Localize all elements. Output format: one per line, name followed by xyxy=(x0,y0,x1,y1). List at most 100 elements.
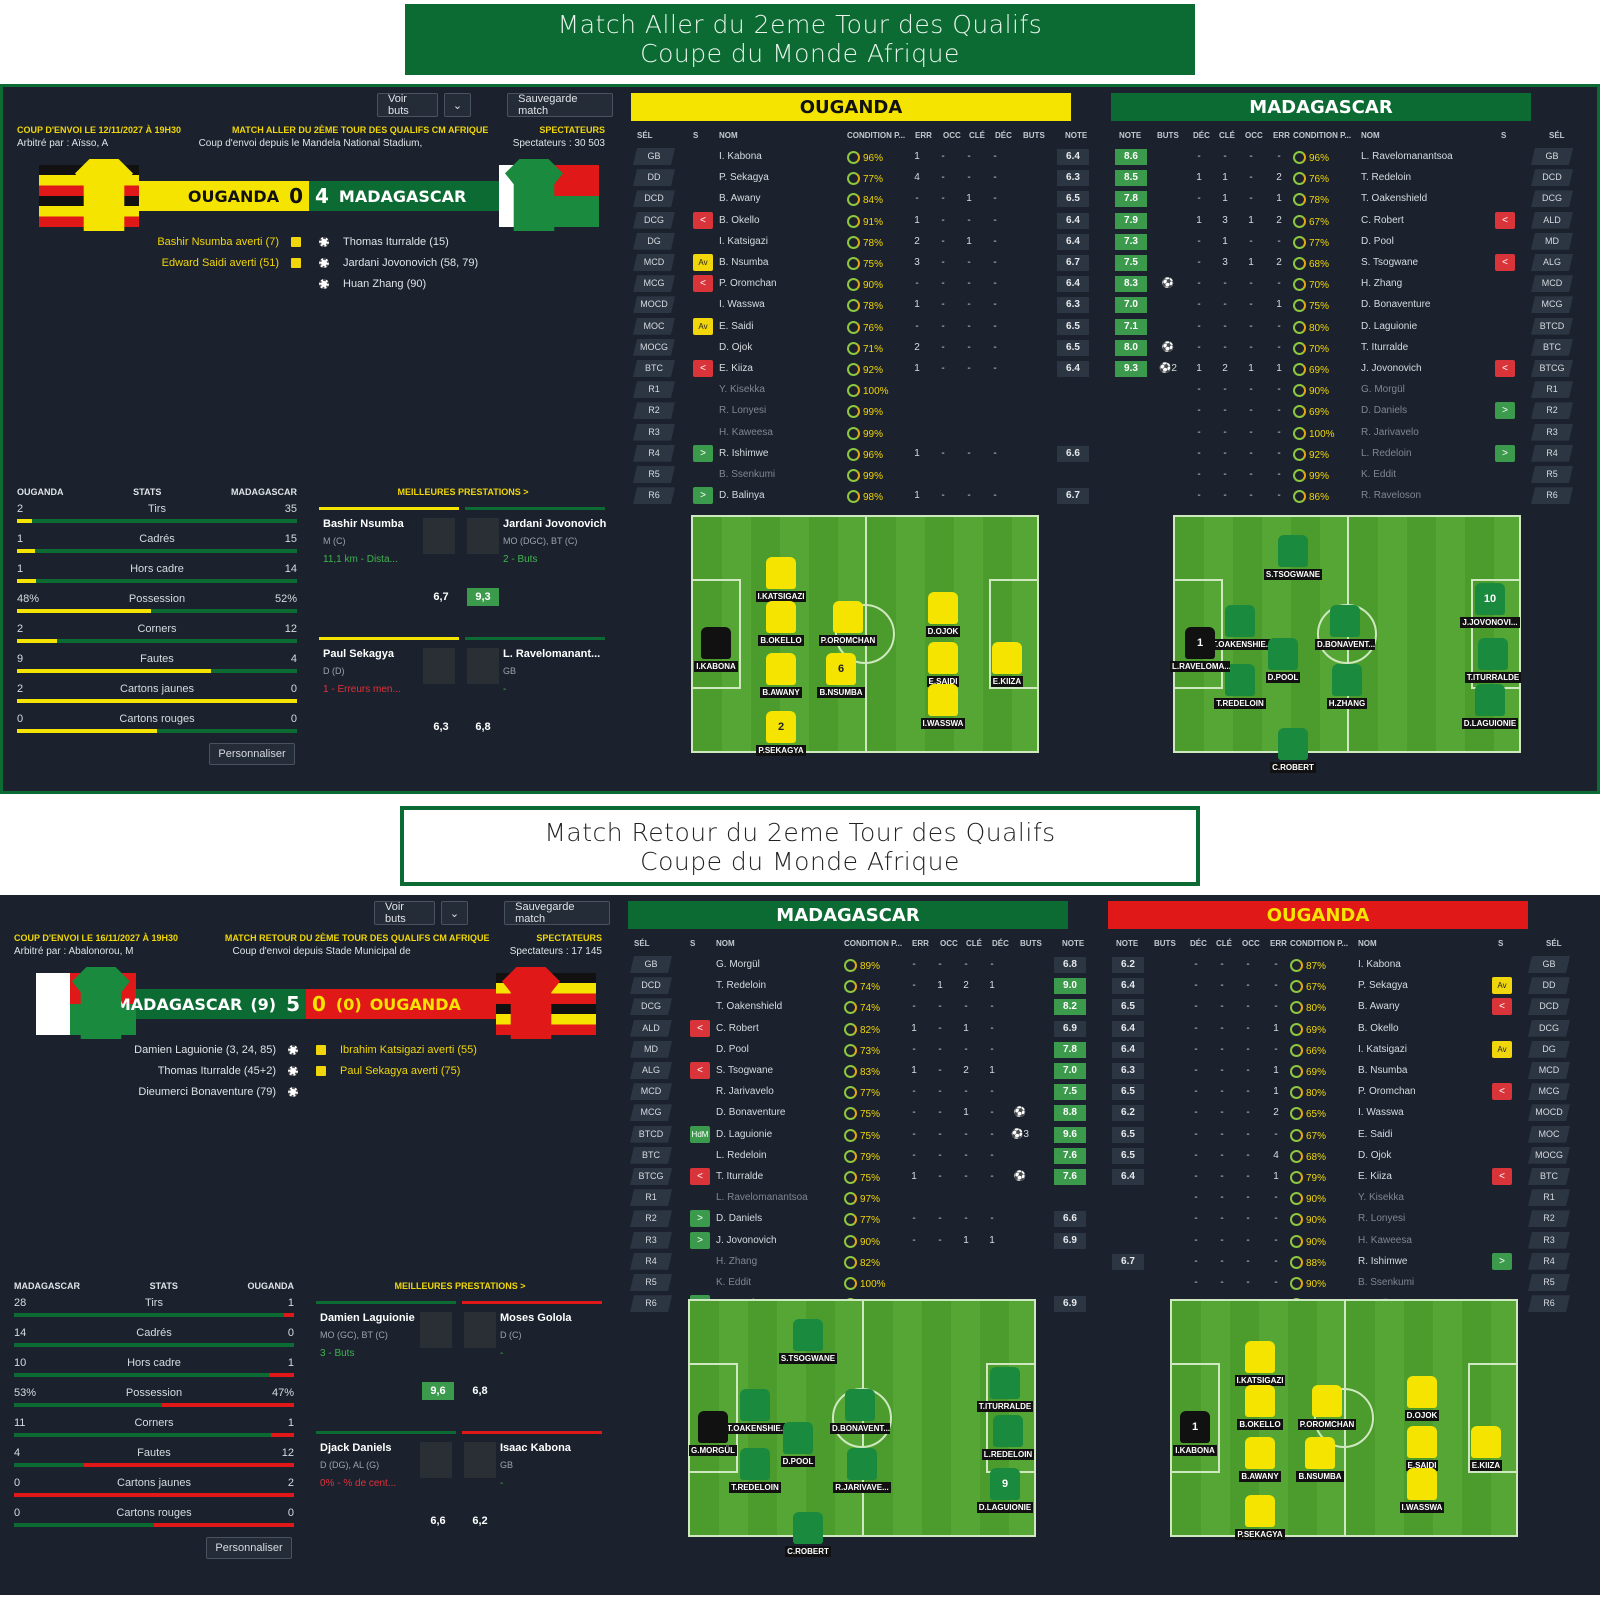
pitch-player[interactable]: 10 J.JOVONOVI... xyxy=(1460,583,1520,633)
player-row[interactable]: MOCG D. Ojok 71% 2 - - - 6.5 xyxy=(631,338,1097,358)
pitch-player[interactable]: H.ZHANG xyxy=(1317,664,1377,714)
pitch-player[interactable]: P.OROMCHAN xyxy=(818,600,878,651)
selection-marker[interactable]: Av xyxy=(693,317,713,335)
player-row[interactable]: MOC Av E. Saidi 76% - - - - 6.5 xyxy=(631,317,1097,337)
player-name[interactable]: I. Wasswa xyxy=(719,299,765,311)
player-name[interactable]: C. Robert xyxy=(1361,214,1404,226)
player-name[interactable]: B. Okello xyxy=(1358,1022,1399,1034)
best-player-card[interactable]: Isaac Kabona GB - 6,2 xyxy=(462,1431,602,1543)
player-name[interactable]: S. Tsogwane xyxy=(716,1065,774,1076)
player-row[interactable]: 7.0 - - - 1 75% D. Bonaventure MCG xyxy=(1111,295,1577,315)
player-name[interactable]: D. Bonaventure xyxy=(1361,299,1431,311)
player-name[interactable]: J. Jovonovich xyxy=(716,1234,777,1246)
player-name[interactable]: D. Laguionie xyxy=(716,1128,773,1140)
player-name[interactable]: D. Daniels xyxy=(1361,405,1408,417)
player-name[interactable]: P. Sekagya xyxy=(1358,980,1408,992)
player-row[interactable]: - - - - 99% K. Eddit R5 xyxy=(1111,465,1577,485)
pitch-player[interactable]: T.REDELOIN xyxy=(1210,664,1270,714)
player-name[interactable]: K. Eddit xyxy=(1361,469,1397,480)
player-name[interactable]: C. Robert xyxy=(716,1022,759,1034)
player-name[interactable]: P. Sekagya xyxy=(719,172,769,184)
player-row[interactable]: R3 > J. Jovonovich 90% - - 1 1 6.9 xyxy=(628,1231,1094,1251)
selection-marker[interactable]: > xyxy=(1495,402,1515,420)
best-player-card[interactable]: Djack Daniels D (DG), AL (G) 0% - % de cen… xyxy=(316,1431,456,1543)
player-row[interactable]: R3 H. Kaweesa 99% xyxy=(631,423,1097,443)
pitch-player[interactable]: P.SEKAGYA xyxy=(1230,1494,1290,1545)
player-name[interactable]: I. Katsigazi xyxy=(719,235,768,247)
player-name[interactable]: R. Raveloson xyxy=(1361,490,1422,502)
pitch-player[interactable]: 6 B.NSUMBA xyxy=(811,653,871,703)
pitch-player[interactable]: I.WASSWA xyxy=(913,684,973,734)
player-name[interactable]: B. Nsumba xyxy=(1358,1065,1408,1076)
selection-marker[interactable]: Av xyxy=(1492,1040,1512,1058)
player-row[interactable]: 6.3 - - - 1 69% B. Nsumba MCD xyxy=(1108,1061,1574,1081)
best-player-card[interactable]: Jardani Jovonovich MO (DGC), BT (C) 2 - Bu… xyxy=(465,507,606,619)
selection-marker[interactable]: < xyxy=(1492,998,1512,1016)
pitch-player[interactable]: L.REDELOIN xyxy=(978,1415,1038,1465)
pitch-player[interactable]: C.ROBERT xyxy=(778,1512,838,1562)
player-name[interactable]: D. Pool xyxy=(1361,235,1394,247)
player-name[interactable]: I. Wasswa xyxy=(1358,1107,1404,1119)
player-row[interactable]: R1 L. Ravelomanantsoa 97% xyxy=(628,1188,1094,1208)
player-row[interactable]: MCG < P. Oromchan 90% - - - - 6.4 xyxy=(631,274,1097,294)
player-row[interactable]: DG I. Katsigazi 78% 2 - 1 - 6.4 xyxy=(631,232,1097,252)
player-row[interactable]: 6.5 - - - 1 80% P. Oromchan < MCG xyxy=(1108,1082,1574,1102)
player-row[interactable]: 9.3 ⚽2 1 2 1 1 69% J. Jovonovich < BTCG xyxy=(1111,359,1577,379)
player-row[interactable]: BTCD HdM D. Laguionie 75% - - - - ⚽3 9.6 xyxy=(628,1125,1094,1145)
player-row[interactable]: 6.2 - - - 2 65% I. Wasswa MOCD xyxy=(1108,1103,1574,1123)
player-row[interactable]: - - - - 90% R. Lonyesi R2 xyxy=(1108,1209,1574,1229)
player-name[interactable]: B. Ssenkumi xyxy=(719,469,776,480)
pitch-player[interactable]: B.NSUMBA xyxy=(1290,1437,1350,1487)
player-name[interactable]: G. Morgül xyxy=(1361,384,1405,396)
player-name[interactable]: T. Oakenshield xyxy=(716,1001,783,1013)
player-name[interactable]: D. Balinya xyxy=(719,490,765,502)
player-row[interactable]: R5 K. Eddit 100% xyxy=(628,1273,1094,1293)
selection-marker[interactable]: > xyxy=(690,1231,710,1249)
player-row[interactable]: R4 > R. Ishimwe 96% 1 - - - 6.6 xyxy=(631,444,1097,464)
player-row[interactable]: - - - - 69% D. Daniels > R2 xyxy=(1111,401,1577,421)
player-row[interactable]: 8.0 ⚽ - - - - 70% T. Iturralde BTC xyxy=(1111,338,1577,358)
best-player-card[interactable]: Moses Golola D (C) - 6,8 xyxy=(462,1301,602,1413)
player-row[interactable]: 6.2 - - - - 87% I. Kabona GB xyxy=(1108,955,1574,975)
selection-marker[interactable]: > xyxy=(1495,444,1515,462)
player-row[interactable]: - - - - 90% H. Kaweesa R3 xyxy=(1108,1231,1574,1251)
player-row[interactable]: 6.4 - - - - 66% I. Katsigazi Av DG xyxy=(1108,1040,1574,1060)
pitch-player[interactable]: D.POOL xyxy=(1253,638,1313,688)
pitch-player[interactable]: I.WASSWA xyxy=(1392,1468,1452,1518)
player-row[interactable]: 8.5 1 1 - 2 76% T. Redeloin DCD xyxy=(1111,168,1577,188)
player-row[interactable]: GB G. Morgül 89% - - - - 6.8 xyxy=(628,955,1094,975)
player-row[interactable]: DCD B. Awany 84% - - 1 - 6.5 xyxy=(631,189,1097,209)
player-name[interactable]: L. Ravelomanantsoa xyxy=(716,1192,808,1204)
pitch-player[interactable]: B.OKELLO xyxy=(1230,1384,1290,1435)
player-row[interactable]: GB I. Kabona 96% 1 - - - 6.4 xyxy=(631,147,1097,167)
player-row[interactable]: MOCD I. Wasswa 78% 1 - - - 6.3 xyxy=(631,295,1097,315)
player-row[interactable]: MCD R. Jarivavelo 77% - - - - 7.5 xyxy=(628,1082,1094,1102)
best-player-card[interactable]: Paul Sekagya D (D) 1 - Erreurs men... 6,3 xyxy=(319,637,459,749)
player-row[interactable]: MD D. Pool 73% - - - - 7.8 xyxy=(628,1040,1094,1060)
player-name[interactable]: G. Morgül xyxy=(716,959,760,970)
player-name[interactable]: S. Tsogwane xyxy=(1361,257,1419,268)
player-row[interactable]: - - - - 90% B. Ssenkumi R5 xyxy=(1108,1273,1574,1293)
player-name[interactable]: T. Iturralde xyxy=(1361,341,1409,353)
player-name[interactable]: Y. Kisekka xyxy=(719,384,765,396)
player-name[interactable]: B. Nsumba xyxy=(719,257,769,268)
pitch-player[interactable]: S.TSOGWANE xyxy=(1263,534,1323,585)
player-name[interactable]: D. Pool xyxy=(716,1043,749,1055)
pitch-player[interactable]: D.LAGUIONIE xyxy=(1460,684,1520,734)
selection-marker[interactable]: > xyxy=(1492,1252,1512,1270)
player-name[interactable]: I. Katsigazi xyxy=(1358,1043,1407,1055)
selection-marker[interactable]: < xyxy=(1492,1168,1512,1185)
player-row[interactable]: 7.3 - 1 - - 77% D. Pool MD xyxy=(1111,232,1577,252)
pitch-player[interactable]: T.OAKENSHIE... xyxy=(725,1389,785,1439)
player-name[interactable]: E. Saidi xyxy=(1358,1128,1393,1140)
selection-marker[interactable]: > xyxy=(693,487,713,505)
player-name[interactable]: R. Jarivavelo xyxy=(1361,426,1419,438)
selection-marker[interactable]: < xyxy=(1495,360,1515,377)
player-row[interactable]: DD P. Sekagya 77% 4 - - - 6.3 xyxy=(631,168,1097,188)
pitch-player[interactable]: D.BONAVENT... xyxy=(830,1389,890,1439)
player-name[interactable]: R. Jarivavelo xyxy=(716,1086,774,1098)
player-row[interactable]: ALD < C. Robert 82% 1 - 1 - 6.9 xyxy=(628,1019,1094,1039)
best-performances-link[interactable]: MEILLEURES PRESTATIONS > xyxy=(394,1281,526,1291)
pitch-player[interactable]: I.KATSIGAZI xyxy=(751,556,811,607)
player-row[interactable]: R6 > D. Balinya 98% 1 - - - 6.7 xyxy=(631,486,1097,506)
